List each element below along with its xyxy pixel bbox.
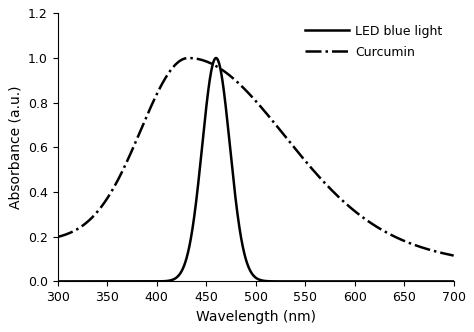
LED blue light (419, 280, 425, 284)
Curcumin (221, 69, 227, 73)
Curcumin (419, 245, 425, 249)
LED blue light (243, 257, 249, 261)
Curcumin (343, 201, 348, 205)
LED blue light (439, 280, 445, 284)
LED blue light (213, 56, 219, 60)
Legend: LED blue light, Curcumin: LED blue light, Curcumin (300, 20, 447, 64)
Curcumin (55, 235, 61, 239)
LED blue light (55, 280, 61, 284)
Line: Curcumin: Curcumin (58, 58, 454, 256)
Curcumin (451, 254, 456, 258)
Curcumin (243, 88, 249, 92)
Curcumin (224, 72, 230, 76)
LED blue light (221, 91, 227, 95)
Curcumin (439, 251, 445, 255)
X-axis label: Wavelength (nm): Wavelength (nm) (196, 310, 316, 324)
LED blue light (343, 280, 348, 284)
LED blue light (451, 280, 456, 284)
Curcumin (185, 56, 191, 60)
Y-axis label: Absorbance (a.u.): Absorbance (a.u.) (9, 86, 22, 209)
LED blue light (224, 119, 230, 123)
Line: LED blue light: LED blue light (58, 58, 454, 282)
